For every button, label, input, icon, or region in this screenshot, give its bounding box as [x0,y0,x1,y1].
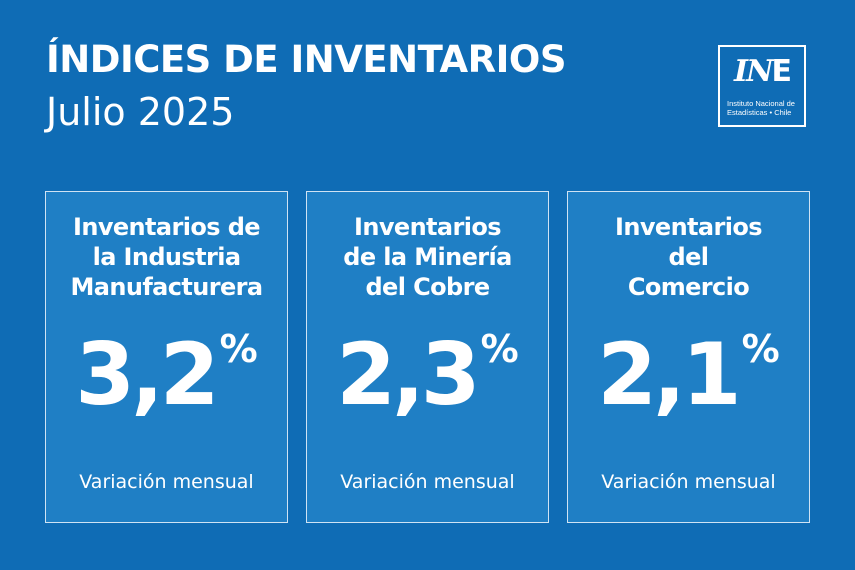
page-title: ÍNDICES DE INVENTARIOS [46,38,567,81]
card-title-line: del [668,243,709,271]
card-label: Variación mensual [340,471,515,493]
card-value: 2,1 [597,325,741,425]
logo-caption-line1: Instituto Nacional de [727,99,795,108]
page-subtitle: Julio 2025 [46,90,235,134]
card-title: Inventarios de la Industria Manufacturer… [46,212,287,302]
card-value-row: 2,1% [568,325,809,425]
percent-sign: % [219,327,258,371]
card-title-line: de la Minería [343,243,512,271]
card-comercio: Inventarios del Comercio 2,1% Variación … [567,191,810,523]
card-title-line: la Industria [92,243,241,271]
card-value: 2,3 [336,325,480,425]
card-mineria-cobre: Inventarios de la Minería del Cobre 2,3%… [306,191,549,523]
card-title-line: Inventarios de [73,213,261,241]
logo-mark-e: E [771,54,791,89]
logo-caption: Instituto Nacional de Estadísticas • Chi… [727,99,800,117]
card-title-line: Inventarios [615,213,763,241]
logo-caption-line2: Estadísticas • Chile [727,108,792,117]
card-value-row: 2,3% [307,325,548,425]
ine-logo-mark: INE [720,55,804,89]
card-label: Variación mensual [601,471,776,493]
ine-logo: INE Instituto Nacional de Estadísticas •… [718,45,806,127]
logo-mark-n: N [746,54,773,89]
card-label: Variación mensual [79,471,254,493]
card-value-row: 3,2% [46,325,287,425]
card-title-line: Comercio [627,273,750,301]
percent-sign: % [741,327,780,371]
card-title: Inventarios del Comercio [568,212,809,302]
card-title: Inventarios de la Minería del Cobre [307,212,548,302]
card-title-line: del Cobre [365,273,490,301]
card-value: 3,2 [75,325,219,425]
percent-sign: % [480,327,519,371]
logo-mark-i: I [734,54,748,89]
card-industria-manufacturera: Inventarios de la Industria Manufacturer… [45,191,288,523]
card-title-line: Inventarios [354,213,502,241]
card-title-line: Manufacturera [70,273,263,301]
